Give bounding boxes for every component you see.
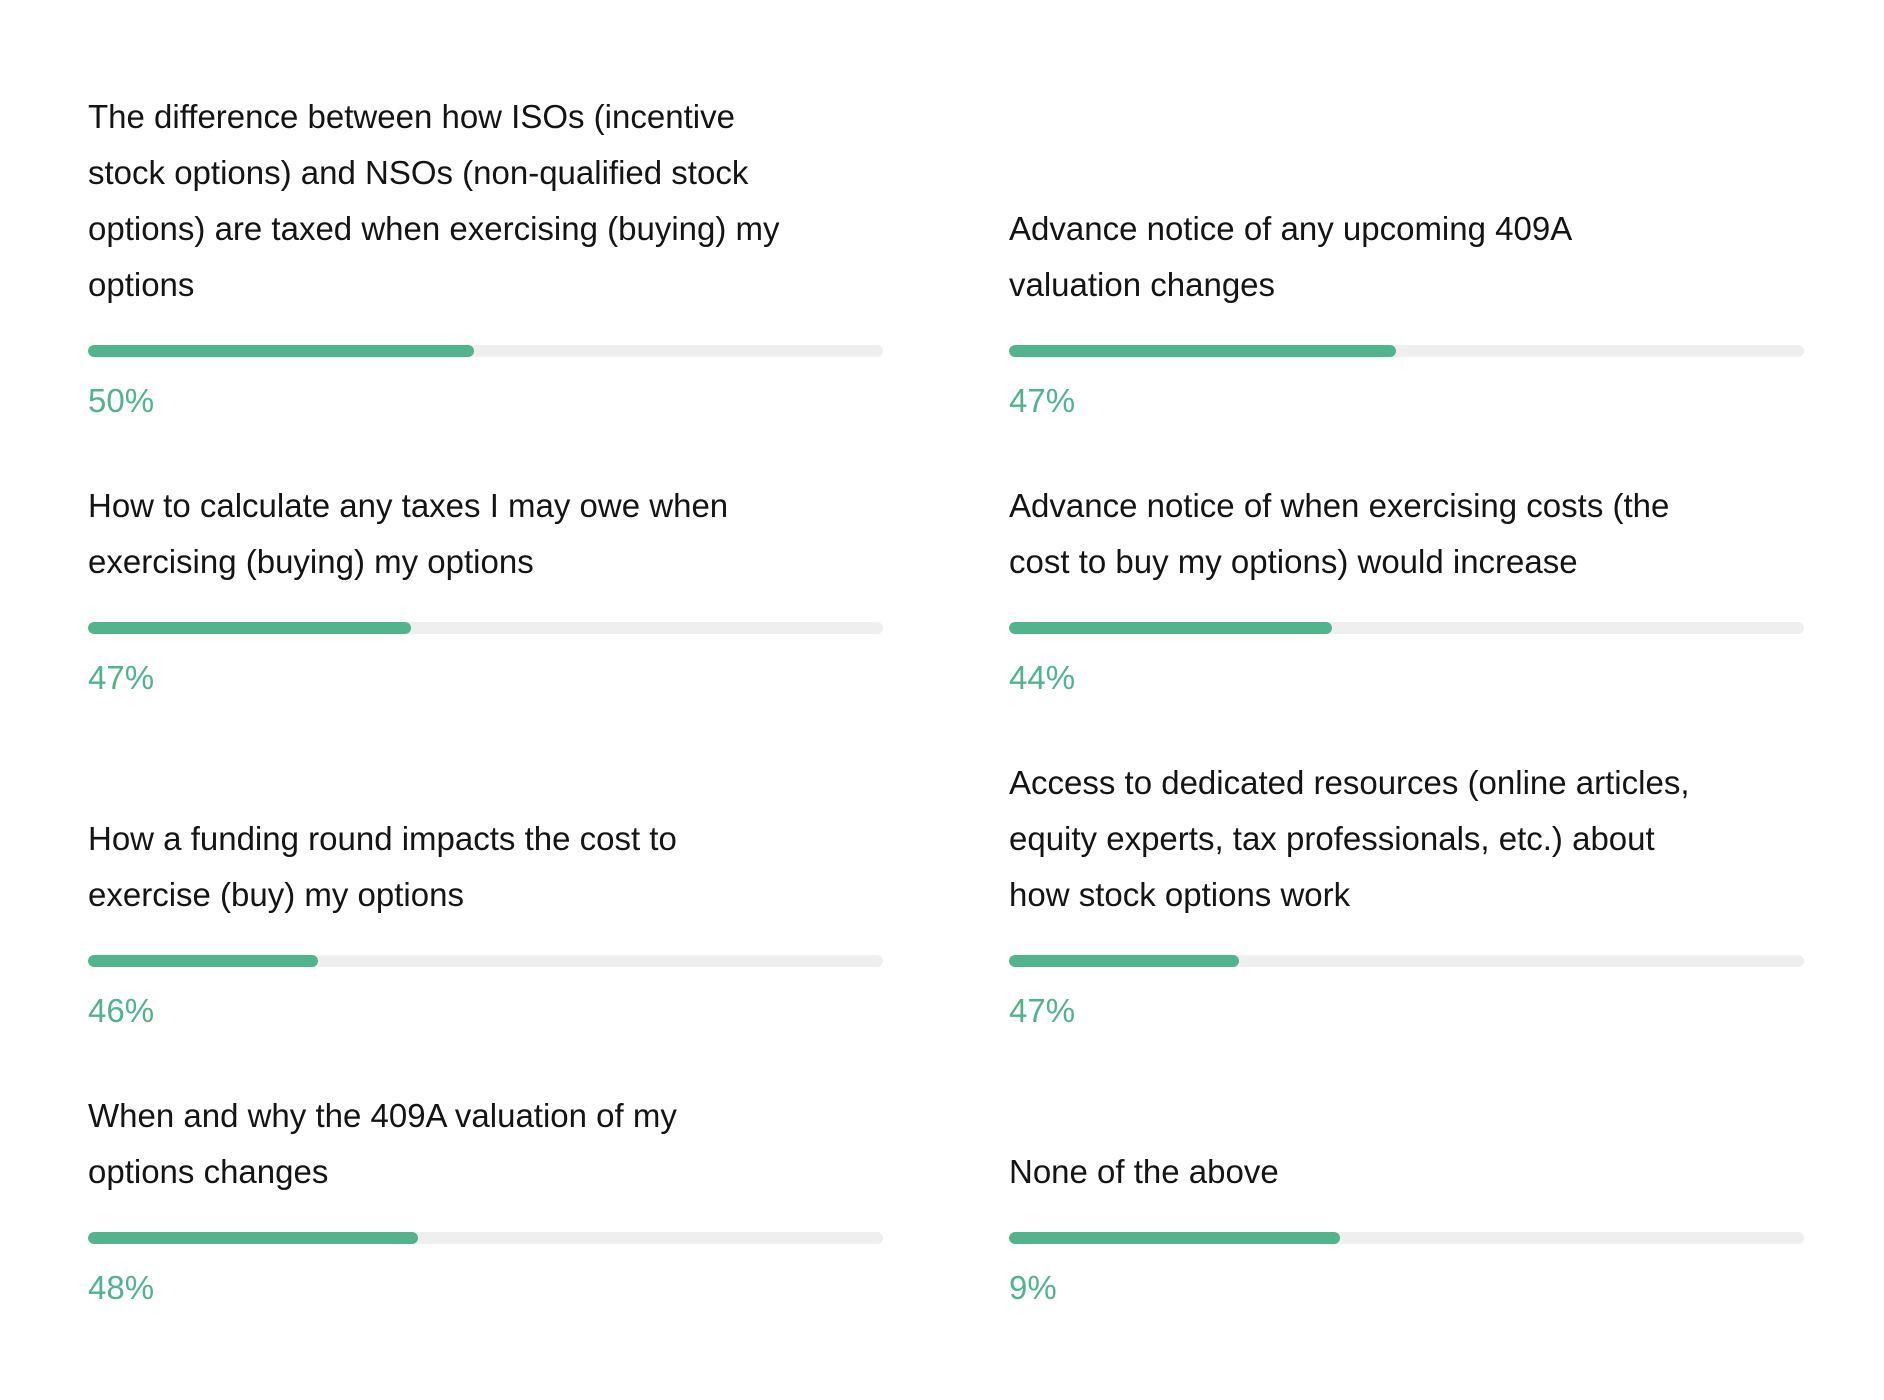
- question-text: equity experts, tax professionals, etc.)…: [1009, 820, 1655, 857]
- progress-track: [1009, 955, 1804, 967]
- percent-label: 44%: [1009, 659, 1076, 696]
- percent-label: 46%: [88, 992, 155, 1029]
- progress-fill: [88, 345, 475, 357]
- progress-track: [88, 1232, 883, 1244]
- progress-fill: [1009, 955, 1239, 967]
- result-item: When and why the 409A valuation of my opt…: [88, 1088, 883, 1316]
- question-text: Advance notice of when exercising costs …: [1009, 487, 1670, 524]
- results-grid: The difference between how ISOs (incenti…: [88, 89, 1804, 1316]
- question-text: how stock options work: [1009, 876, 1351, 913]
- percent-label: 48%: [88, 1269, 155, 1306]
- progress-track: [88, 345, 883, 357]
- question-text: None of the above: [1009, 1153, 1279, 1190]
- question-text: exercise (buy) my options: [88, 876, 464, 913]
- progress-fill: [1009, 622, 1332, 634]
- question-text: Access to dedicated resources (online ar…: [1009, 764, 1690, 801]
- percent-label: 47%: [1009, 992, 1076, 1029]
- question-text: exercising (buying) my options: [88, 543, 534, 580]
- question-text: cost to buy my options) would increase: [1009, 543, 1578, 580]
- progress-track: [1009, 1232, 1804, 1244]
- question-text: Advance notice of any upcoming 409A: [1009, 210, 1573, 247]
- result-item: Advance notice of when exercising costs …: [1009, 478, 1804, 706]
- progress-fill: [88, 1232, 418, 1244]
- percent-label: 47%: [1009, 382, 1076, 419]
- question-text: How a funding round impacts the cost to: [88, 820, 677, 857]
- result-item: How to calculate any taxes I may owe whe…: [88, 478, 883, 706]
- percent-label: 50%: [88, 382, 155, 419]
- result-item: Advance notice of any upcoming 409A valua…: [1009, 89, 1804, 429]
- question-text: options) are taxed when exercising (buyi…: [88, 210, 780, 247]
- progress-fill: [1009, 345, 1397, 357]
- question-text: options: [88, 266, 195, 303]
- question-text: When and why the 409A valuation of my: [88, 1097, 677, 1134]
- result-item: Access to dedicated resources (online ar…: [1009, 755, 1804, 1039]
- progress-track: [88, 955, 883, 967]
- progress-track: [1009, 345, 1804, 357]
- percent-label: 9%: [1009, 1269, 1057, 1306]
- question-text: valuation changes: [1009, 266, 1276, 303]
- question-text: options changes: [88, 1153, 329, 1190]
- result-item: How a funding round impacts the cost to e…: [88, 755, 883, 1039]
- progress-track: [88, 622, 883, 634]
- progress-fill: [1009, 1232, 1340, 1244]
- progress-fill: [88, 955, 318, 967]
- progress-track: [1009, 622, 1804, 634]
- question-text: The difference between how ISOs (incenti…: [88, 98, 735, 135]
- progress-fill: [88, 622, 411, 634]
- question-text: stock options) and NSOs (non-qualified s…: [88, 154, 749, 191]
- result-item: The difference between how ISOs (incenti…: [88, 89, 883, 429]
- result-item: None of the above 9%: [1009, 1088, 1804, 1316]
- percent-label: 47%: [88, 659, 155, 696]
- question-text: How to calculate any taxes I may owe whe…: [88, 487, 729, 524]
